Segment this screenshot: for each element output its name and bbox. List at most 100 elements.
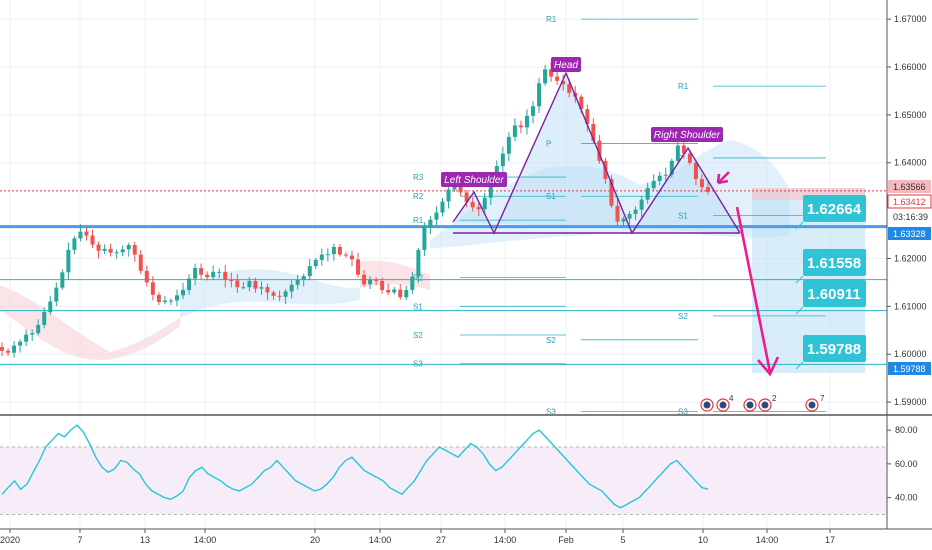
pivot-label: R1 [678, 82, 689, 91]
candle-body [663, 174, 668, 176]
pivot-label: S1 [678, 211, 688, 220]
time-tick-label: 10 [698, 535, 708, 545]
candle-body [36, 324, 41, 334]
candle-body [627, 213, 632, 219]
candle-body [386, 290, 391, 293]
candle-body [187, 278, 192, 291]
candle-body [120, 249, 125, 253]
candle-body [446, 189, 451, 202]
event-icons: 4 2 7 [700, 394, 825, 412]
candle-body [597, 140, 602, 161]
candle-body [78, 231, 83, 239]
candle-body [168, 300, 173, 302]
candle-body [537, 83, 542, 107]
price-tick-label: 1.61000 [894, 301, 927, 311]
callout-tail [795, 221, 804, 230]
candle-body [621, 218, 626, 222]
candle-body [337, 246, 342, 255]
candle-body [651, 180, 656, 189]
candle-body [422, 226, 427, 250]
candle-body [331, 246, 336, 255]
candle-body [174, 295, 179, 301]
candle-body [24, 334, 29, 342]
price-tag [887, 194, 932, 209]
candle-body [567, 84, 572, 93]
event-count: 7 [820, 394, 825, 403]
candle-body [609, 179, 614, 206]
rsi-tick-label: 60.00 [895, 459, 918, 469]
pivot-label: S3 [546, 408, 556, 417]
time-tick-label: 5 [620, 535, 625, 545]
rsi-tick-label: 40.00 [895, 493, 918, 503]
price-tick-label: 1.62000 [894, 253, 927, 263]
price-tick-label: 1.66000 [894, 62, 927, 72]
candle-body [500, 153, 505, 167]
candle-body [633, 209, 638, 214]
pattern-label-text: Right Shoulder [654, 130, 721, 141]
candle-body [12, 345, 17, 353]
candle-body [253, 280, 258, 289]
candle-body [434, 212, 439, 220]
candle-body [512, 125, 517, 137]
price-tag [888, 227, 931, 240]
price-tag-label: 03:16:39 [893, 212, 928, 222]
pivot-label: R3 [413, 173, 424, 182]
candle-body [343, 254, 348, 256]
candle-body [428, 219, 433, 227]
pattern-labels: Left Shoulder Head Right Shoulder [441, 57, 723, 187]
callout-tail [795, 275, 804, 284]
candle-body [657, 175, 662, 181]
price-tick-label: 1.65000 [894, 110, 927, 120]
time-tick-label: 14:00 [369, 535, 392, 545]
candle-body [706, 187, 710, 192]
projection-value: 1.59788 [807, 341, 861, 358]
candle-body [488, 179, 493, 198]
candle-body [579, 96, 584, 110]
projection-value-box [803, 249, 866, 276]
price-tick-label: 1.59000 [894, 397, 927, 407]
candle-body [470, 201, 475, 208]
candle-body [398, 289, 403, 298]
candle-body [271, 292, 276, 296]
projection-value: 1.61558 [807, 255, 861, 272]
candle-body [283, 291, 288, 297]
candle-body [42, 312, 47, 325]
candle-body [687, 153, 692, 163]
candle-body [380, 280, 385, 291]
time-axis: 2020 7 13 14:00 20 14:00 27 14:00 Feb 5 10 14:00 17 [0, 528, 932, 545]
price-tick-label: 1.60000 [894, 349, 927, 359]
candle-body [48, 301, 53, 313]
pivot-label: P [546, 140, 551, 149]
candle-body [108, 248, 113, 253]
candle-body [181, 290, 186, 296]
price-tag-label: 1.63412 [893, 197, 926, 207]
pattern-label-box [441, 172, 507, 187]
candle-body [374, 279, 379, 281]
candle-body [615, 205, 620, 222]
candle-body [217, 271, 222, 273]
candle-body [6, 350, 11, 353]
price-tag [888, 180, 931, 193]
rsi-pane: 80.00 60.00 40.00 [0, 424, 918, 515]
head-shoulders-outline [452, 71, 741, 235]
pivot-label: R1 [546, 15, 557, 24]
price-tag-label: 1.59788 [893, 364, 926, 374]
candle-body [693, 162, 698, 180]
candle-body [645, 188, 650, 200]
candle-body [410, 276, 415, 291]
candle-body [277, 295, 282, 297]
candle-body [193, 268, 198, 279]
candle-body [72, 238, 77, 250]
candle-body [356, 259, 361, 275]
candle-body [265, 287, 270, 293]
pattern-label-box [651, 127, 723, 142]
price-tick-label: 1.64000 [894, 158, 927, 168]
candle-body [205, 274, 210, 278]
candle-body [313, 259, 318, 267]
candle-body [639, 199, 644, 210]
candles [0, 61, 710, 358]
event-icon-center [808, 401, 816, 409]
candle-body [681, 145, 686, 154]
callout-tail [795, 361, 804, 370]
pattern-label-text: Left Shoulder [444, 175, 504, 186]
